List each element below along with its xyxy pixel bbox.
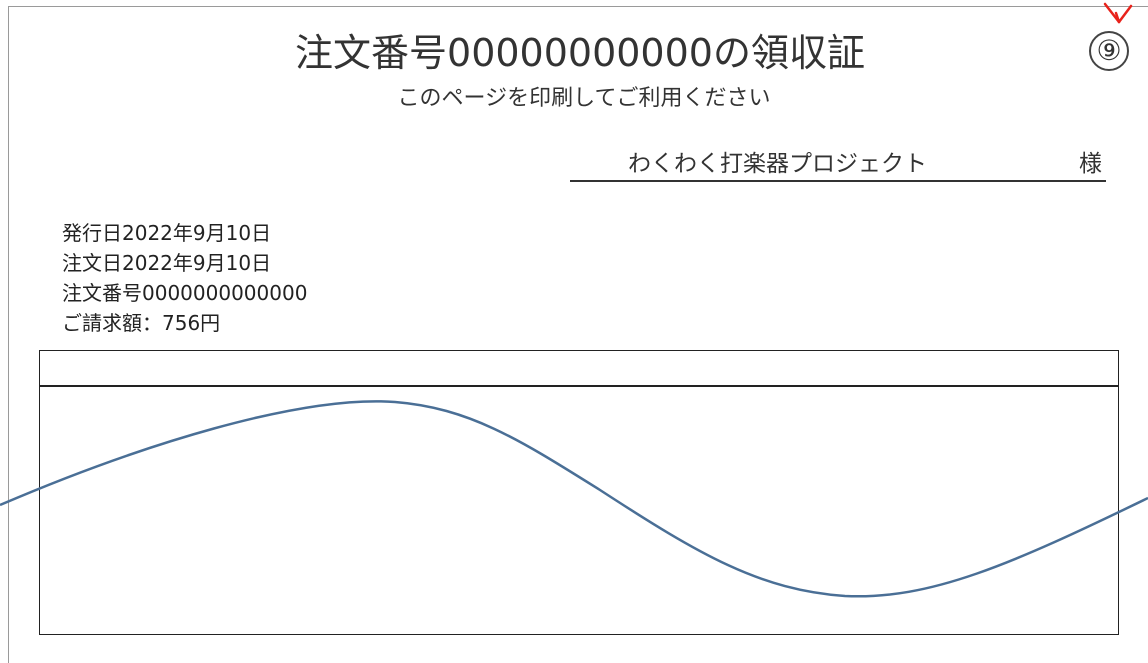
- issue-date: 発行日2022年9月10日: [62, 221, 272, 245]
- receipt-title: 注文番号00000000000の領収証: [295, 31, 865, 75]
- page-border: [8, 6, 1148, 663]
- order-number: 注文番号0000000000000: [62, 281, 308, 305]
- page-number: ⑨: [1089, 31, 1129, 71]
- recipient-suffix: 様: [1079, 151, 1102, 177]
- billing-amount: ご請求額：756円: [62, 311, 221, 335]
- red-arrow-icon: [1103, 2, 1133, 24]
- order-date: 注文日2022年9月10日: [62, 251, 272, 275]
- detail-table-header: [40, 351, 1118, 387]
- receipt-subtitle: このページを印刷してご利用ください: [397, 86, 771, 111]
- recipient-name: わくわく打楽器プロジェクト: [628, 151, 927, 177]
- recipient-line: わくわく打楽器プロジェクト 様: [570, 148, 1106, 182]
- detail-table: [39, 350, 1119, 635]
- receipt-info: 発行日2022年9月10日 注文日2022年9月10日 注文番号00000000…: [62, 218, 307, 338]
